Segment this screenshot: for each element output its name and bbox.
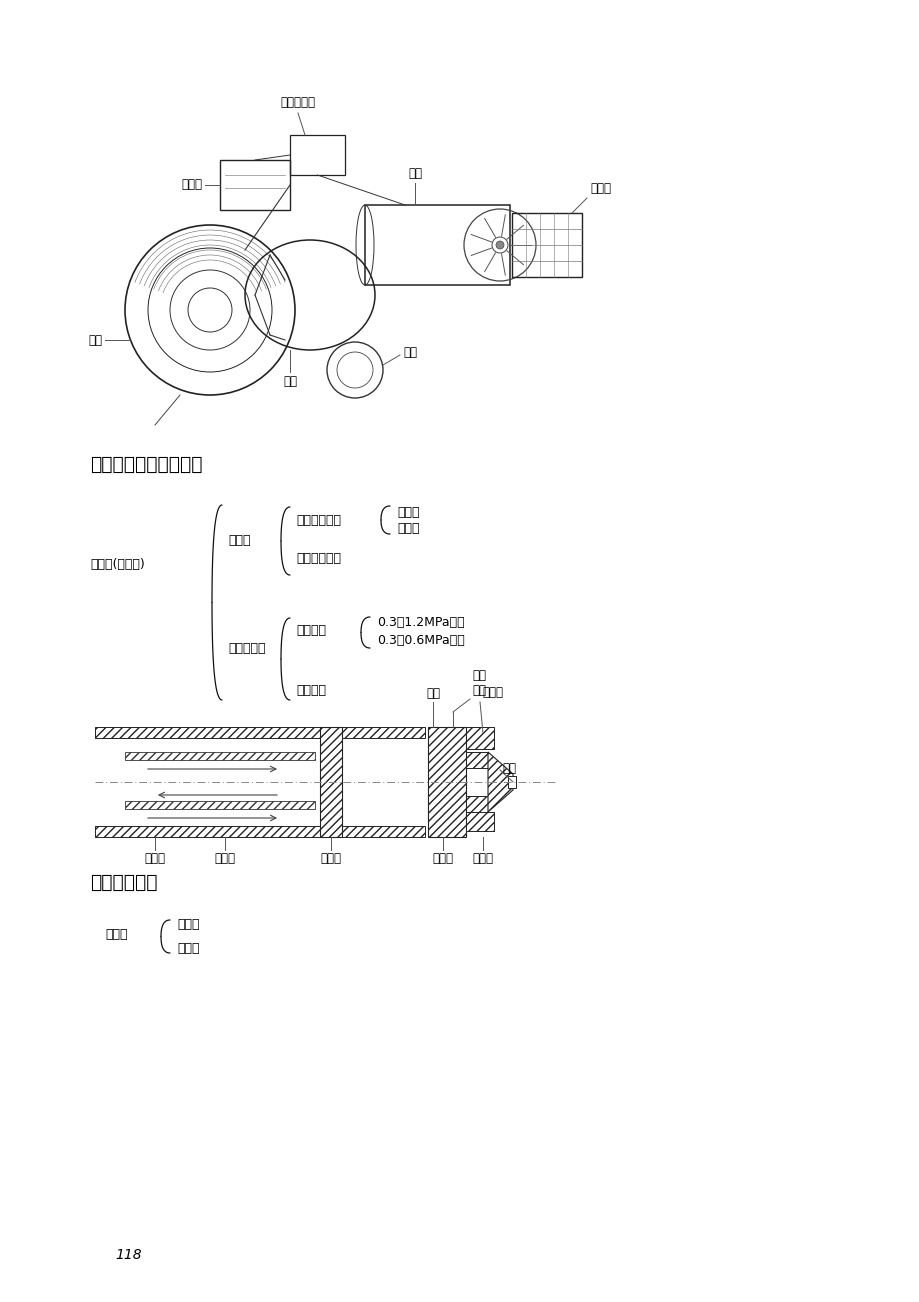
Text: 风机: 风机 — [283, 375, 297, 388]
Bar — [365, 204, 509, 285]
Text: 平流型: 平流型 — [176, 918, 199, 931]
Text: 压力式雾化燃油燃烧器: 压力式雾化燃油燃烧器 — [90, 454, 202, 474]
Bar — [95, 727, 425, 738]
Text: 点火变压器: 点火变压器 — [280, 96, 315, 109]
Bar — [125, 753, 314, 760]
Circle shape — [495, 241, 504, 249]
Text: 控制箱: 控制箱 — [181, 178, 202, 191]
Bar — [466, 753, 487, 768]
Bar — [95, 825, 425, 837]
Text: 供油管: 供油管 — [214, 852, 235, 865]
Text: 简单式: 简单式 — [397, 522, 419, 535]
Bar — [466, 812, 494, 831]
Text: 机械式: 机械式 — [228, 534, 250, 547]
Text: 压力式雾化器: 压力式雾化器 — [90, 874, 157, 892]
Text: 0.3：1.2MPa蒸汽: 0.3：1.2MPa蒸汽 — [377, 616, 464, 629]
Text: 旋流片: 旋流片 — [432, 852, 453, 865]
Text: 环形
油槽: 环形 油槽 — [471, 669, 485, 697]
Text: 旋流型: 旋流型 — [176, 941, 199, 954]
Bar — [125, 801, 314, 809]
Bar — [220, 160, 289, 210]
Text: 油泵: 油泵 — [403, 345, 416, 358]
Text: 介质雾化式: 介质雾化式 — [228, 642, 266, 655]
Text: 高压介质: 高压介质 — [296, 624, 325, 637]
Text: 低压空气: 低压空气 — [296, 684, 325, 697]
Text: 稳焰器: 稳焰器 — [589, 182, 610, 195]
Bar — [466, 796, 487, 812]
Text: 回油管: 回油管 — [144, 852, 165, 865]
Text: 分油器: 分油器 — [320, 852, 341, 865]
Bar — [320, 727, 342, 837]
Text: 0.3：0.6MPa空气: 0.3：0.6MPa空气 — [377, 634, 464, 647]
Text: 调风器: 调风器 — [105, 928, 128, 941]
Text: 压力式雾化器: 压力式雾化器 — [296, 513, 341, 526]
Bar — [507, 776, 516, 788]
Polygon shape — [487, 753, 513, 812]
Text: 回油式: 回油式 — [397, 505, 419, 518]
Bar — [512, 214, 582, 277]
Text: 喷口: 喷口 — [502, 762, 516, 775]
Text: 雾化片: 雾化片 — [472, 852, 493, 865]
Text: 电机: 电机 — [88, 333, 102, 346]
Text: 油孔: 油孔 — [425, 687, 439, 700]
Text: 风筒: 风筒 — [407, 167, 422, 180]
Text: 转板式雾化器: 转板式雾化器 — [296, 552, 341, 565]
Text: 雾化器(油喷嘴): 雾化器(油喷嘴) — [90, 559, 144, 572]
Text: 旋流室: 旋流室 — [482, 686, 503, 699]
Bar — [427, 727, 466, 837]
Text: 118: 118 — [115, 1249, 142, 1262]
Bar — [289, 135, 345, 174]
Bar — [466, 727, 494, 749]
